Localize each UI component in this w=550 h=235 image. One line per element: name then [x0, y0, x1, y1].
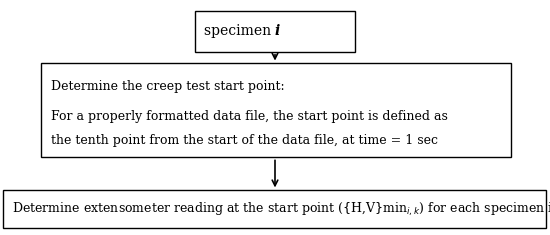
- Text: the tenth point from the start of the data file, at time = 1 sec: the tenth point from the start of the da…: [51, 134, 438, 147]
- Text: specimen: specimen: [204, 24, 275, 38]
- Text: i: i: [275, 24, 280, 38]
- FancyBboxPatch shape: [41, 63, 512, 157]
- FancyBboxPatch shape: [3, 190, 546, 228]
- Text: Determine the creep test start point:: Determine the creep test start point:: [51, 80, 285, 93]
- FancyBboxPatch shape: [195, 11, 355, 52]
- Text: For a properly formatted data file, the start point is defined as: For a properly formatted data file, the …: [51, 110, 448, 123]
- Text: Determine extensometer reading at the start point ($\{$H,V$\}$min$_{i,k}$) for e: Determine extensometer reading at the st…: [12, 200, 550, 218]
